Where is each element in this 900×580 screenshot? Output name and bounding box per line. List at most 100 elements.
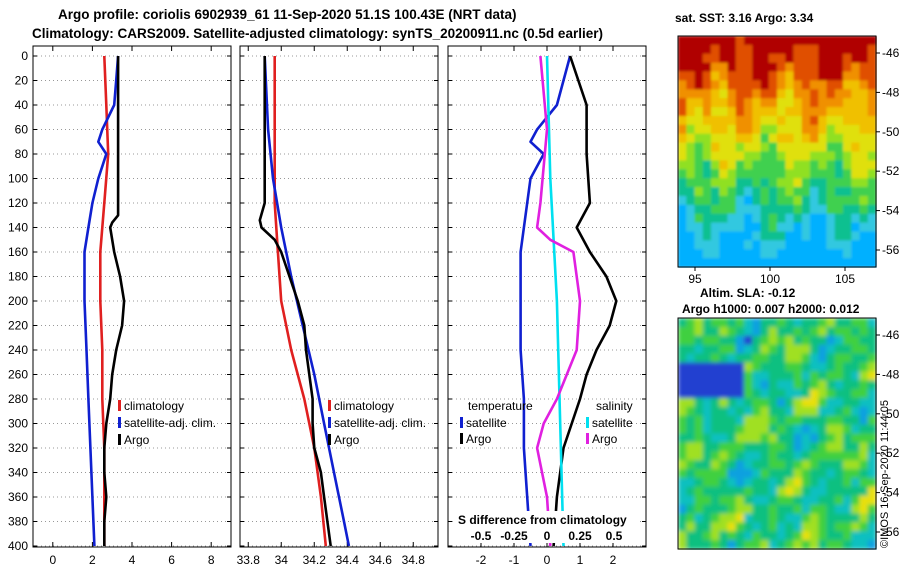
map-cell xyxy=(834,504,844,515)
map-cell xyxy=(801,415,811,426)
map-cell xyxy=(719,398,729,408)
map-cell xyxy=(851,424,861,435)
map-cell xyxy=(702,187,712,197)
map-cell xyxy=(735,142,745,153)
map-cell xyxy=(744,469,753,479)
map-cell xyxy=(818,326,828,337)
series-temperature-satellite xyxy=(519,55,572,547)
map-cell xyxy=(851,335,861,346)
map-y-tick-label: -52 xyxy=(882,446,900,460)
map-cell xyxy=(711,213,720,224)
map-cell xyxy=(727,335,737,346)
map-cell xyxy=(719,222,729,233)
map-cell xyxy=(818,504,828,515)
map-cell xyxy=(859,178,869,188)
map-cell xyxy=(810,44,819,55)
map-cell xyxy=(686,389,696,399)
map-cell xyxy=(843,142,852,153)
map-cell xyxy=(834,406,844,417)
map-cell xyxy=(711,231,720,241)
map-cell xyxy=(702,389,712,399)
sla-map-subtitle: Argo h1000: 0.007 h2000: 0.012 xyxy=(682,302,860,316)
map-cell xyxy=(859,107,869,117)
map-cell xyxy=(859,531,869,541)
x-tick-label: 34.8 xyxy=(402,553,426,567)
map-cell xyxy=(785,80,795,90)
map-cell xyxy=(785,222,795,233)
map-cell xyxy=(777,89,786,99)
map-cell xyxy=(719,44,729,55)
map-cell xyxy=(843,362,852,372)
map-cell xyxy=(867,531,877,541)
map-cell xyxy=(711,380,720,390)
map-cell xyxy=(719,380,729,390)
x-tick-label: -1 xyxy=(509,553,520,567)
map-cell xyxy=(867,398,877,408)
map-cell xyxy=(752,204,762,215)
legend-group-title: temperature xyxy=(468,399,533,413)
legend-swatch xyxy=(328,400,331,411)
map-cell xyxy=(859,187,869,197)
map-cell xyxy=(801,71,811,81)
map-cell xyxy=(867,107,877,117)
series-satellite-adj-clim- xyxy=(263,55,351,547)
map-cell xyxy=(735,133,745,144)
map-cell xyxy=(735,107,745,117)
map-cell xyxy=(785,522,795,532)
map-cell xyxy=(694,107,704,117)
map-cell xyxy=(694,335,704,346)
map-cell xyxy=(785,204,795,215)
map-cell xyxy=(686,44,696,55)
map-cell xyxy=(810,469,819,479)
map-cell xyxy=(727,522,737,532)
map-cell xyxy=(851,522,861,532)
map-cell xyxy=(826,362,836,372)
map-cell xyxy=(686,107,696,117)
map-cell xyxy=(810,195,819,206)
map-cell xyxy=(702,53,712,64)
map-cell xyxy=(785,353,795,363)
map-cell xyxy=(801,380,811,390)
map-cell xyxy=(686,486,696,497)
map-cell xyxy=(810,406,819,417)
map-cell xyxy=(834,460,844,470)
map-cell xyxy=(694,195,704,206)
map-cell xyxy=(678,62,687,73)
map-cell xyxy=(768,160,778,170)
map-cell xyxy=(826,326,836,337)
map-cell xyxy=(867,231,877,241)
x-tick-label: 34.4 xyxy=(336,553,360,567)
map-cell xyxy=(867,460,877,470)
map-cell xyxy=(843,353,852,363)
panel-frame xyxy=(32,45,232,548)
map-cell xyxy=(678,540,687,550)
map-cell xyxy=(843,151,852,161)
map-cell xyxy=(777,415,786,426)
map-cell xyxy=(834,389,844,399)
map-cell xyxy=(694,89,704,99)
map-cell xyxy=(702,222,712,233)
map-cell xyxy=(785,442,795,452)
map-cell xyxy=(785,477,795,488)
map-cell xyxy=(818,406,828,417)
map-cell xyxy=(727,187,737,197)
map-cell xyxy=(859,504,869,515)
map-cell xyxy=(843,204,852,215)
map-cell xyxy=(793,353,803,363)
map-cell xyxy=(752,124,762,135)
map-cell xyxy=(711,318,720,328)
map-cell xyxy=(785,531,795,541)
map-cell xyxy=(760,151,770,161)
map-cell xyxy=(801,98,811,108)
map-cell xyxy=(843,160,852,170)
map-cell xyxy=(744,504,753,515)
map-cell xyxy=(793,335,803,346)
map-cell xyxy=(735,486,745,497)
map-cell xyxy=(719,231,729,241)
map-cell xyxy=(834,89,844,99)
map-cell xyxy=(719,160,729,170)
map-cell xyxy=(851,213,861,224)
map-cell xyxy=(834,326,844,337)
map-cell xyxy=(785,460,795,470)
map-cell xyxy=(735,389,745,399)
